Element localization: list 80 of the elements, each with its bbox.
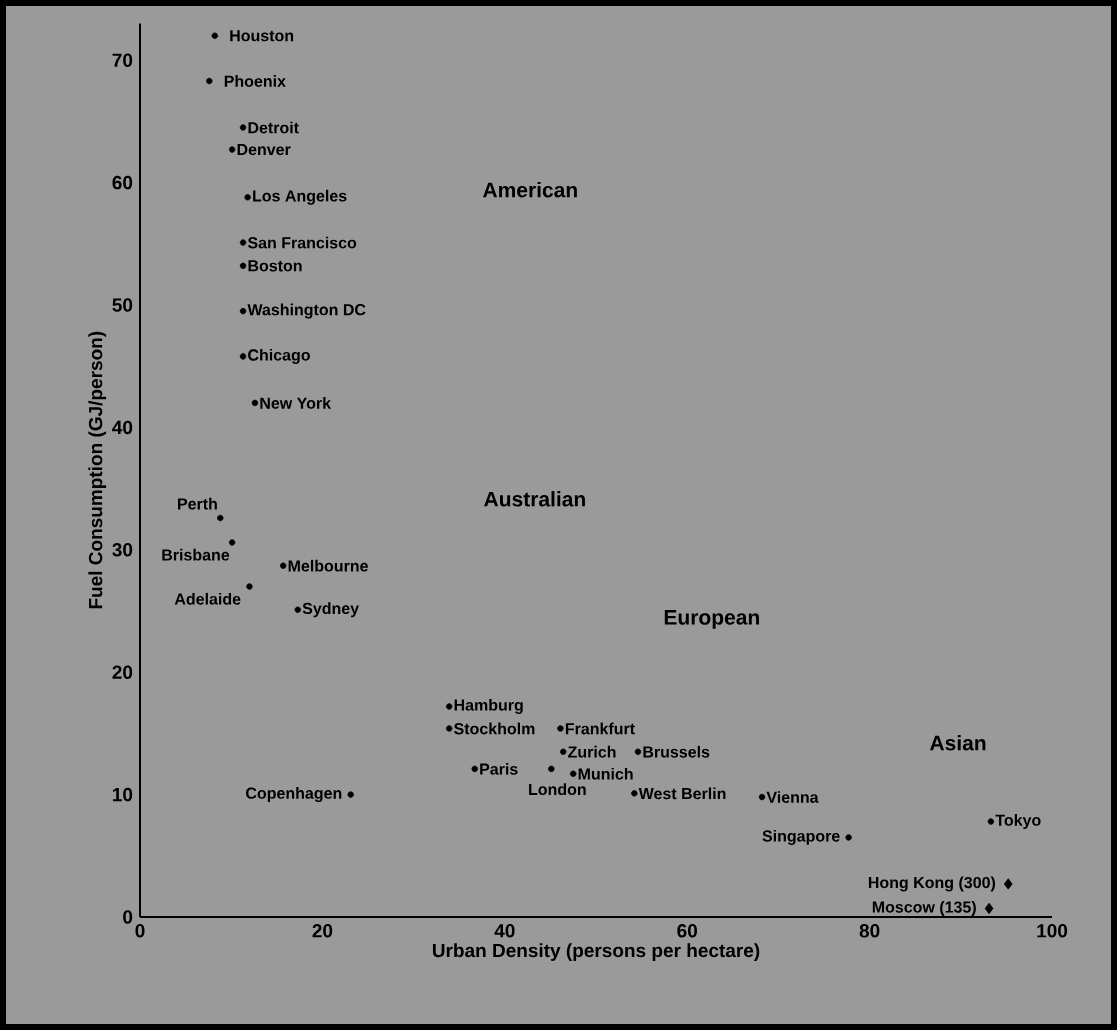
point	[570, 770, 577, 777]
annotation: Sydney	[302, 602, 360, 618]
x-tick-label: 20	[312, 924, 333, 938]
annotation: Singapore	[762, 829, 840, 845]
y-tick-label: 30	[112, 543, 133, 557]
point	[228, 146, 236, 153]
annotation: Brussels	[643, 745, 710, 758]
annotation: Copenhagen	[246, 787, 342, 803]
point	[211, 32, 218, 39]
point	[239, 307, 247, 315]
point	[559, 748, 567, 755]
annotation: Paris	[480, 763, 518, 775]
point	[987, 818, 995, 825]
annotation: Frankfurt	[565, 722, 635, 735]
point	[217, 514, 224, 522]
annotation: Brisbane	[162, 548, 230, 561]
y-tick-label: 10	[113, 787, 133, 802]
annotation: Vienna	[766, 791, 819, 803]
point	[1003, 878, 1013, 890]
annotation: Tokyo	[995, 814, 1041, 829]
annotation: Los Angeles	[253, 189, 347, 205]
annotation: Houston	[230, 30, 294, 42]
annotation: Perth	[178, 497, 217, 510]
x-tick-label: 100	[1037, 924, 1068, 938]
annotation: Boston	[248, 260, 302, 272]
point	[984, 902, 994, 915]
y-axis-title: Fuel Consumption (GJ/person)	[88, 331, 107, 609]
annotation: Phoenix	[224, 75, 286, 87]
annotation: Munich	[578, 767, 633, 780]
point	[347, 791, 354, 798]
point	[445, 703, 453, 710]
x-tick-label: 60	[677, 924, 697, 938]
point	[239, 353, 247, 360]
annotation: Asian	[930, 735, 986, 751]
annotation: Australian	[484, 491, 585, 507]
point	[239, 124, 247, 131]
point	[471, 765, 478, 773]
annotation: Detroit	[248, 121, 299, 134]
point	[279, 562, 287, 569]
annotation: Moscow (135)	[872, 900, 976, 916]
point	[251, 399, 259, 407]
y-tick-label: 40	[112, 420, 133, 435]
point	[634, 748, 642, 755]
annotation: West Berlin	[638, 787, 726, 800]
annotation: Melbourne	[288, 559, 368, 572]
point	[631, 790, 638, 797]
y-tick-label: 70	[112, 53, 133, 67]
annotation: London	[529, 783, 586, 796]
point	[294, 606, 301, 613]
point	[228, 539, 236, 546]
annotation: New York	[260, 397, 332, 409]
x-tick-label: 80	[859, 924, 880, 938]
point	[548, 765, 555, 773]
annotation: Chicago	[248, 348, 310, 364]
annotation: Hong Kong (300)	[868, 876, 996, 892]
annotation: Adelaide	[174, 592, 241, 605]
y-tick-label: 60	[112, 175, 133, 190]
point	[246, 583, 253, 590]
point	[244, 194, 251, 201]
point	[206, 77, 213, 85]
annotation: Denver	[237, 143, 291, 156]
point	[445, 725, 453, 732]
y-tick-label: 20	[112, 665, 133, 679]
point	[845, 834, 852, 841]
y-tick-label: 0	[123, 910, 133, 924]
annotation: Zurich	[568, 745, 616, 758]
x-tick-label: 40	[494, 924, 515, 938]
annotation: San Francisco	[247, 236, 357, 249]
point	[557, 725, 564, 732]
point	[758, 793, 766, 801]
x-tick-label: 0	[135, 924, 145, 938]
y-tick-label: 50	[112, 298, 133, 312]
x-axis-title: Urban Density (persons per hectare)	[432, 943, 760, 961]
annotation: American	[483, 181, 577, 198]
annotation: European	[664, 610, 759, 629]
point	[239, 262, 247, 270]
annotation: Hamburg	[454, 698, 523, 714]
annotation: Stockholm	[454, 722, 535, 735]
annotation: Washington DC	[247, 303, 366, 319]
point	[239, 239, 247, 246]
